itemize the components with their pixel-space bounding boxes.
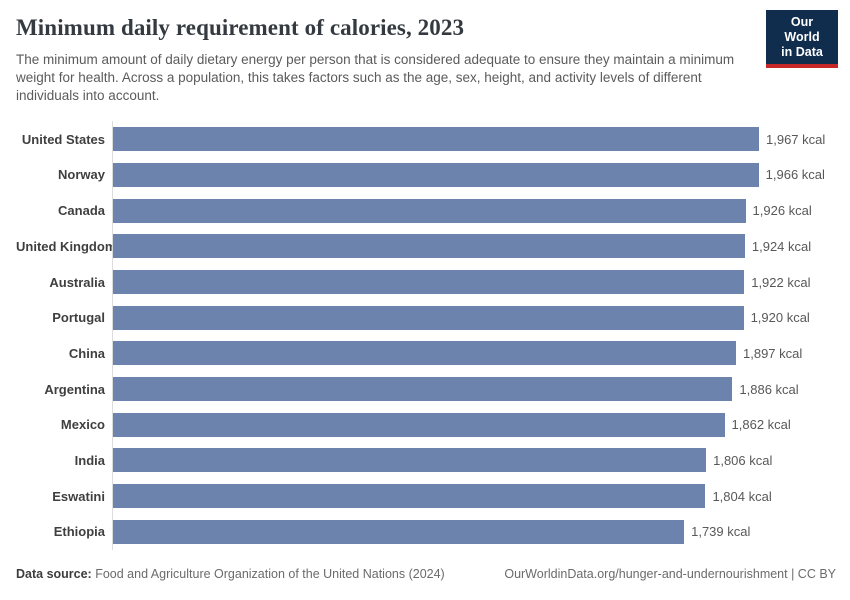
bar[interactable]	[113, 412, 725, 437]
owid-logo[interactable]: Our World in Data	[766, 10, 838, 68]
category-label: Eswatini	[52, 488, 105, 504]
value-label: 1,920 kcal	[750, 310, 810, 326]
category-label: United States	[21, 131, 105, 147]
plot-area: 1,806 kcal	[112, 442, 836, 479]
plot-area: 1,926 kcal	[112, 192, 836, 229]
chart-row: Eswatini 1,804 kcal	[16, 478, 836, 515]
plot-area: 1,924 kcal	[112, 228, 836, 265]
chart-header: Minimum daily requirement of calories, 2…	[16, 10, 838, 104]
chart-row: Argentina 1,886 kcal	[16, 371, 836, 407]
plot-area: 1,804 kcal	[112, 478, 836, 515]
plot-area: 1,967 kcal	[112, 121, 836, 158]
chart-row: United States 1,967 kcal	[16, 121, 836, 158]
plot-area: 1,886 kcal	[112, 371, 836, 407]
category-label: Portugal	[52, 310, 105, 326]
category-label: United Kingdom	[16, 238, 117, 254]
chart-row: Mexico 1,862 kcal	[16, 406, 836, 443]
category-label: Norway	[58, 167, 105, 183]
chart-row: India 1,806 kcal	[16, 442, 836, 479]
bar[interactable]	[113, 162, 759, 187]
value-label: 1,966 kcal	[765, 167, 825, 183]
value-label: 1,967 kcal	[766, 131, 826, 147]
bar[interactable]	[113, 127, 759, 152]
category-label: Mexico	[60, 417, 105, 433]
owid-logo-line2: in Data	[781, 45, 823, 59]
category-label: Australia	[49, 274, 105, 290]
plot-area: 1,897 kcal	[112, 335, 836, 372]
chart-row: Ethiopia 1,739 kcal	[16, 514, 836, 550]
value-label: 1,924 kcal	[751, 238, 812, 254]
plot-area: 1,862 kcal	[112, 406, 836, 443]
data-source-text: Food and Agriculture Organization of the…	[91, 566, 445, 581]
category-label: China	[68, 345, 105, 361]
value-label: 1,739 kcal	[691, 524, 751, 540]
chart-row: Canada 1,926 kcal	[16, 192, 836, 229]
value-label: 1,886 kcal	[739, 381, 799, 397]
value-label: 1,806 kcal	[713, 452, 773, 468]
value-label: 1,897 kcal	[743, 345, 803, 361]
chart-row: Australia 1,922 kcal	[16, 264, 836, 300]
chart-subtitle: The minimum amount of daily dietary ener…	[16, 51, 735, 103]
value-label: 1,922 kcal	[751, 274, 811, 290]
bar[interactable]	[113, 305, 744, 330]
chart-row: China 1,897 kcal	[16, 335, 836, 372]
category-label: India	[74, 452, 105, 468]
plot-area: 1,920 kcal	[112, 299, 836, 336]
value-label: 1,804 kcal	[712, 488, 772, 504]
bar[interactable]	[113, 377, 733, 402]
category-label: Canada	[58, 203, 105, 219]
bar[interactable]	[113, 341, 736, 366]
category-label: Ethiopia	[53, 524, 105, 540]
data-source-label: Data source:	[16, 566, 92, 581]
chart-row: United Kingdom 1,924 kcal	[16, 228, 836, 265]
chart-footer: Data source: Food and Agriculture Organi…	[16, 567, 836, 581]
value-label: 1,926 kcal	[752, 203, 812, 219]
plot-area: 1,966 kcal	[112, 157, 836, 193]
chart-row: Norway 1,966 kcal	[16, 157, 836, 193]
bar-chart: United States 1,967 kcal Norway 1,966 kcal C…	[16, 121, 836, 550]
bar[interactable]	[113, 234, 745, 259]
chart-container: Minimum daily requirement of calories, 2…	[16, 10, 838, 581]
plot-area: 1,739 kcal	[112, 514, 836, 550]
chart-title: Minimum daily requirement of calories, 2…	[16, 15, 465, 40]
data-source: Data source: Food and Agriculture Organi…	[16, 567, 445, 581]
bar[interactable]	[113, 270, 745, 295]
bar[interactable]	[113, 198, 746, 223]
plot-area: 1,922 kcal	[112, 264, 836, 300]
owid-logo-line1: Our World	[784, 15, 820, 44]
chart-row: Portugal 1,920 kcal	[16, 299, 836, 336]
category-label: Argentina	[44, 381, 105, 397]
bar[interactable]	[113, 448, 707, 473]
footer-link[interactable]: OurWorldinData.org/hunger-and-undernouri…	[504, 566, 836, 581]
bar[interactable]	[113, 519, 685, 544]
value-label: 1,862 kcal	[731, 417, 791, 433]
bar[interactable]	[113, 484, 706, 509]
